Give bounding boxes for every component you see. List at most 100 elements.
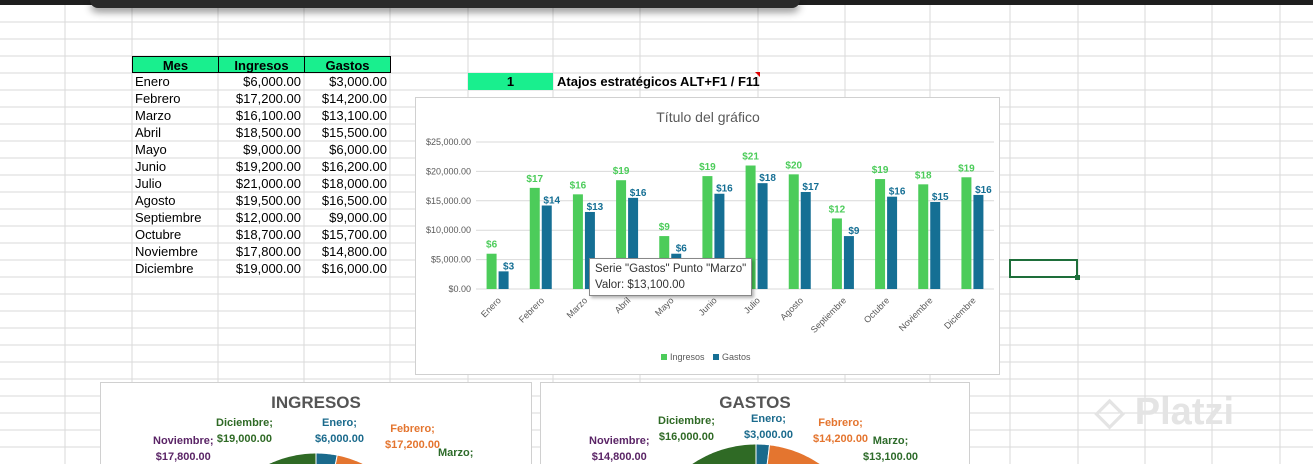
pie-chart-gastos[interactable]: GASTOS Diciembre; $16,000.00 Enero; $3,000… <box>540 382 970 464</box>
bar-gastos[interactable] <box>584 211 595 289</box>
table-cell[interactable]: $13,100.00 <box>321 108 387 123</box>
data-label: $9 <box>659 222 671 233</box>
table-cell[interactable]: $15,700.00 <box>321 227 387 242</box>
table-cell[interactable]: $18,000.00 <box>321 176 387 191</box>
table-cell[interactable]: $9,000.00 <box>329 210 387 225</box>
data-label: $13 <box>587 202 604 213</box>
table-cell[interactable]: $17,200.00 <box>235 91 301 106</box>
data-label: $18 <box>759 173 776 184</box>
data-label: $16 <box>630 188 647 199</box>
table-cell[interactable]: $19,200.00 <box>235 159 301 174</box>
table-cell[interactable]: $14,200.00 <box>321 91 387 106</box>
data-label: $21 <box>742 152 759 163</box>
pie-label-diciembre: Diciembre; $16,000.00 <box>658 415 715 443</box>
table-header-gastos[interactable]: Gastos <box>304 56 391 73</box>
table-cell[interactable]: Mayo <box>135 142 167 157</box>
bar-ingresos[interactable] <box>486 253 497 289</box>
pie-label-noviembre: Noviembre; $14,800.00 <box>589 435 650 463</box>
table-cell[interactable]: $18,700.00 <box>235 227 301 242</box>
shortcut-text-cell[interactable]: Atajos estratégicos ALT+F1 / F11 <box>557 74 760 89</box>
table-cell[interactable]: Septiembre <box>135 210 202 225</box>
x-tick-label: Octubre <box>862 295 892 325</box>
x-tick-label: Noviembre <box>897 295 935 333</box>
pie-label-febrero: Febrero; $14,200.00 <box>813 417 869 445</box>
table-cell[interactable]: $9,000.00 <box>243 142 301 157</box>
bar-ingresos[interactable] <box>788 174 799 289</box>
bar-gastos[interactable] <box>541 205 552 289</box>
pie-slice[interactable] <box>315 452 338 464</box>
bar-chart-svg: Título del gráfico $0.00 $5,000.00 $10,000.… <box>426 109 994 362</box>
table-cell[interactable]: $6,000.00 <box>243 74 301 89</box>
bar-ingresos[interactable] <box>572 194 583 289</box>
table-cell[interactable]: $19,500.00 <box>235 193 301 208</box>
x-tick-label: Febrero <box>517 295 546 324</box>
bar-gastos[interactable] <box>498 271 509 289</box>
pie-slice[interactable] <box>755 443 771 464</box>
bar-ingresos[interactable] <box>529 187 540 289</box>
pie-chart-ingresos[interactable]: INGRESOS Diciembre; $19,000.00 Enero; $6,0… <box>100 382 532 464</box>
table-cell[interactable]: Junio <box>135 159 167 174</box>
pie-title: GASTOS <box>719 393 791 412</box>
bar-gastos[interactable] <box>843 236 854 289</box>
table-cell[interactable]: $16,100.00 <box>235 108 301 123</box>
bar-ingresos[interactable] <box>616 180 627 289</box>
chart-title: Título del gráfico <box>656 109 760 125</box>
table-cell[interactable]: $14,800.00 <box>321 244 387 259</box>
pie-slice[interactable] <box>316 454 391 464</box>
bar-gastos[interactable] <box>973 194 984 289</box>
x-tick-label: Julio <box>742 295 762 315</box>
table-cell[interactable]: $16,000.00 <box>321 261 387 276</box>
table-cell[interactable]: Febrero <box>135 91 181 106</box>
selected-cell[interactable] <box>1009 259 1080 280</box>
data-label: $16 <box>570 180 587 191</box>
data-label: $16 <box>975 185 992 196</box>
table-cell[interactable]: Noviembre <box>135 244 198 259</box>
table-cell[interactable]: $12,000.00 <box>235 210 301 225</box>
table-cell[interactable]: Abril <box>135 125 162 140</box>
bar-chart[interactable]: Título del gráfico $0.00 $5,000.00 $10,000.… <box>415 97 1000 375</box>
bar-gastos[interactable] <box>714 193 725 289</box>
table-cell[interactable]: Octubre <box>135 227 182 242</box>
bar-ingresos[interactable] <box>702 176 713 289</box>
table-cell[interactable]: $15,500.00 <box>321 125 387 140</box>
table-cell[interactable]: Diciembre <box>135 261 194 276</box>
table-header-mes[interactable]: Mes <box>132 56 219 73</box>
data-label: $6 <box>676 244 688 255</box>
table-cell[interactable]: Enero <box>135 74 170 89</box>
x-tick-label: Marzo <box>565 295 590 320</box>
table-header-ingresos[interactable]: Ingresos <box>218 56 305 73</box>
pie-label-marzo: Marzo; $13,100.00 <box>863 435 919 463</box>
x-tick-label: Junio <box>697 295 719 317</box>
bar-ingresos[interactable] <box>961 177 972 289</box>
bar-ingresos[interactable] <box>831 218 842 289</box>
table-cell[interactable]: Agosto <box>135 193 176 208</box>
table-cell[interactable]: $19,000.00 <box>235 261 301 276</box>
pie-slice[interactable] <box>756 444 828 464</box>
data-label: $15 <box>932 192 949 203</box>
table-cell[interactable]: $16,200.00 <box>321 159 387 174</box>
bar-gastos[interactable] <box>930 201 941 289</box>
shortcut-number-cell[interactable]: 1 <box>468 73 553 90</box>
table-cell[interactable]: $6,000.00 <box>329 142 387 157</box>
table-cell[interactable]: $21,000.00 <box>235 176 301 191</box>
table-cell[interactable]: $16,500.00 <box>321 193 387 208</box>
legend-label: Gastos <box>722 352 751 362</box>
y-tick-label: $15,000.00 <box>426 196 471 206</box>
x-tick-label: Mayo <box>653 295 676 318</box>
bar-ingresos[interactable] <box>918 184 929 289</box>
table-cell[interactable]: $17,800.00 <box>235 244 301 259</box>
bar-ingresos[interactable] <box>875 179 886 289</box>
data-label: $17 <box>802 182 819 193</box>
table-cell[interactable]: $18,500.00 <box>235 125 301 140</box>
table-cell[interactable]: Marzo <box>135 108 172 123</box>
pie-slice[interactable] <box>688 443 757 464</box>
bar-gastos[interactable] <box>628 197 639 289</box>
bar-gastos[interactable] <box>887 196 898 289</box>
pie-slice[interactable] <box>253 452 317 464</box>
bar-ingresos[interactable] <box>745 165 756 289</box>
comment-indicator-icon[interactable] <box>755 72 760 77</box>
table-cell[interactable]: Julio <box>135 176 162 191</box>
bar-gastos[interactable] <box>800 191 811 289</box>
bar-gastos[interactable] <box>757 183 768 289</box>
table-cell[interactable]: $3,000.00 <box>329 74 387 89</box>
